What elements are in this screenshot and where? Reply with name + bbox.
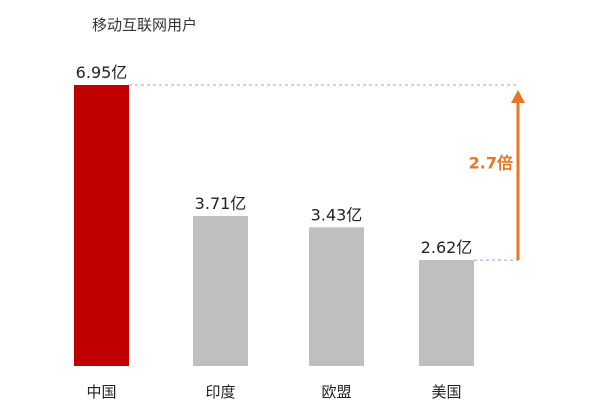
bar-3 (419, 260, 474, 366)
chart-title: 移动互联网用户 (92, 16, 198, 34)
bar-2 (309, 227, 364, 366)
category-label-1: 印度 (205, 383, 235, 401)
bar-0 (74, 85, 129, 366)
annotation-label: 2.7倍 (469, 154, 513, 173)
value-label-3: 2.62亿 (421, 238, 473, 257)
category-label-2: 欧盟 (321, 383, 351, 401)
category-label-3: 美国 (431, 383, 461, 401)
category-label-0: 中国 (86, 383, 116, 401)
value-label-2: 3.43亿 (311, 205, 363, 224)
annotation-arrow-head (511, 90, 525, 103)
value-label-1: 3.71亿 (195, 194, 247, 213)
bar-1 (193, 215, 248, 366)
value-label-0: 6.95亿 (76, 63, 128, 82)
